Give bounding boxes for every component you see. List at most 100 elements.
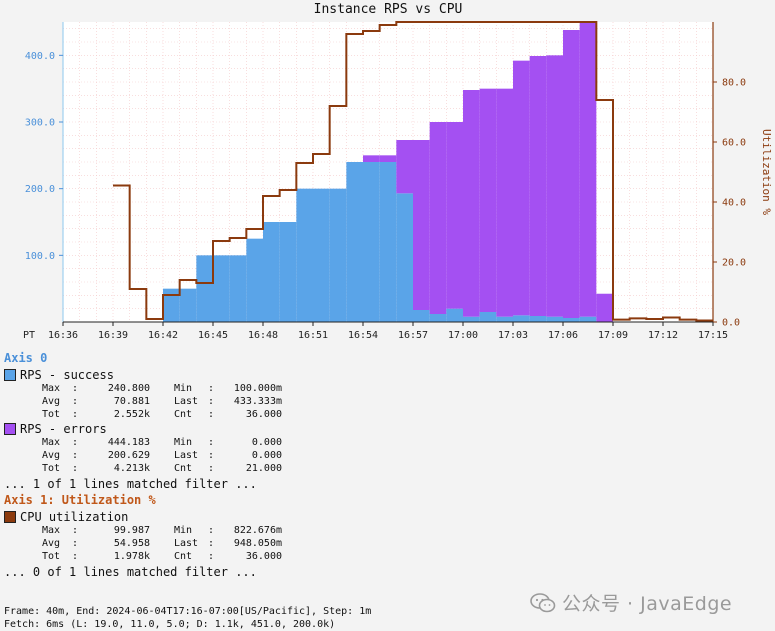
stat-value: 36.000: [245, 550, 282, 562]
axis0-matched-text: ... 1 of 1 lines matched filter ...: [4, 476, 257, 491]
right-tick-label: 20.0: [722, 258, 746, 269]
bar-success: [346, 162, 363, 322]
x-tick-label: 17:15: [698, 330, 728, 341]
stat-key: Last: [174, 449, 199, 461]
cpu-stats: Max:99.987 Min:822.676m Avg:54.958 Last:94…: [42, 524, 282, 562]
bar-errors: [413, 140, 430, 310]
stat-key: Tot: [42, 550, 61, 562]
right-tick-label: 60.0: [722, 138, 746, 149]
x-tick-label: 16:57: [398, 330, 428, 341]
bar-errors: [529, 56, 547, 316]
bar-success: [329, 188, 347, 322]
bar-errors: [446, 122, 463, 309]
bar-errors: [429, 122, 447, 314]
stat-key: Cnt: [174, 462, 193, 474]
success-swatch: [4, 368, 16, 381]
errors-stats: Max:444.183 Min:0.000 Avg:200.629 Last:0.0…: [42, 436, 282, 474]
cpu-swatch: [4, 510, 16, 523]
chart: Instance RPS vs CPU 100.0 200.0 300.0 400.0…: [23, 2, 773, 341]
bar-success: [296, 188, 313, 322]
bar-success: [213, 255, 230, 322]
axis1-header: Axis 1: Utilization %: [4, 493, 156, 507]
stat-key: Last: [174, 395, 199, 407]
x-tick-label: 16:36: [48, 330, 78, 341]
x-tick-label: 16:45: [198, 330, 228, 341]
errors-name: RPS - errors: [20, 421, 107, 436]
bar-success: [563, 318, 580, 322]
left-tick-label: 300.0: [25, 118, 55, 129]
bar-errors: [396, 140, 413, 194]
stat-key: Min: [174, 436, 193, 448]
stat-value: 444.183: [107, 436, 150, 448]
bar-errors: [463, 90, 480, 317]
chart-title: Instance RPS vs CPU: [314, 2, 463, 17]
stat-key: Max: [42, 436, 61, 448]
wechat-icon: [530, 592, 556, 612]
bar-errors: [579, 22, 597, 317]
left-tick-label: 100.0: [25, 251, 55, 262]
bar-success: [363, 162, 380, 322]
stat-value: 21.000: [245, 462, 282, 474]
bar-success: [546, 316, 563, 322]
x-tick-label: 17:09: [598, 330, 628, 341]
stat-key: Cnt: [174, 408, 193, 420]
footer-frame-line: Frame: 40m, End: 2024-06-04T17:16-07:00[…: [4, 606, 372, 617]
stat-value: 2.552k: [113, 408, 150, 420]
stat-value: 0.000: [251, 436, 282, 448]
legend-item-cpu[interactable]: CPU utilization: [4, 509, 524, 524]
stat-key: Cnt: [174, 550, 193, 562]
legend-item-errors[interactable]: RPS - errors: [4, 421, 524, 436]
stat-value: 99.987: [113, 524, 150, 536]
stat-value: 70.881: [113, 395, 150, 407]
bar-success: [229, 255, 247, 322]
stat-value: 948.050m: [233, 537, 282, 549]
bar-errors: [513, 60, 530, 316]
stat-value: 240.800: [107, 382, 150, 394]
left-tick-label: 400.0: [25, 51, 55, 62]
cpu-name: CPU utilization: [20, 509, 129, 524]
stat-key: Min: [174, 382, 193, 394]
right-tick-label: 80.0: [722, 78, 746, 89]
bar-errors: [596, 293, 613, 322]
x-tick-label: 17:06: [548, 330, 578, 341]
stat-value: 822.676m: [233, 524, 282, 536]
watermark: 公众号 · JavaEdge: [530, 589, 732, 616]
stat-value: 36.000: [245, 408, 282, 420]
stat-key: Tot: [42, 462, 61, 474]
x-tick-label: 16:54: [348, 330, 378, 341]
stat-key: Max: [42, 524, 61, 536]
stat-key: Avg: [42, 449, 61, 461]
legend-item-success[interactable]: RPS - success: [4, 367, 524, 382]
stat-key: Last: [174, 537, 199, 549]
stat-value: 1.978k: [113, 550, 150, 562]
x-tick-label: 17:03: [498, 330, 528, 341]
stat-key: Tot: [42, 408, 61, 420]
axis1-matched-text: ... 0 of 1 lines matched filter ...: [4, 564, 257, 579]
bar-success: [463, 316, 480, 322]
bar-success: [396, 193, 413, 322]
watermark-text: 公众号 · JavaEdge: [562, 593, 733, 615]
x-tick-label: 17:12: [648, 330, 678, 341]
stat-key: Avg: [42, 395, 61, 407]
stat-value: 54.958: [113, 537, 150, 549]
bar-errors: [546, 55, 563, 317]
bar-success: [446, 308, 463, 322]
left-tick-label: 200.0: [25, 184, 55, 195]
bar-errors: [496, 88, 513, 317]
errors-swatch: [4, 422, 16, 435]
bar-success: [413, 310, 430, 322]
bar-success: [279, 222, 297, 322]
x-tick-label: 16:39: [98, 330, 128, 341]
bar-errors: [363, 155, 380, 162]
bar-success: [513, 315, 530, 322]
bar-errors: [479, 88, 497, 313]
right-tick-label: 0.0: [722, 318, 740, 329]
bar-success: [313, 188, 330, 322]
stat-key: Min: [174, 524, 193, 536]
stat-value: 433.333m: [233, 395, 282, 407]
bar-errors: [379, 155, 397, 162]
cpu-utilization-line: [113, 21, 713, 322]
x-tick-label: 16:51: [298, 330, 328, 341]
right-tick-label: 40.0: [722, 198, 746, 209]
footer: Frame: 40m, End: 2024-06-04T17:16-07:00[…: [4, 605, 371, 631]
